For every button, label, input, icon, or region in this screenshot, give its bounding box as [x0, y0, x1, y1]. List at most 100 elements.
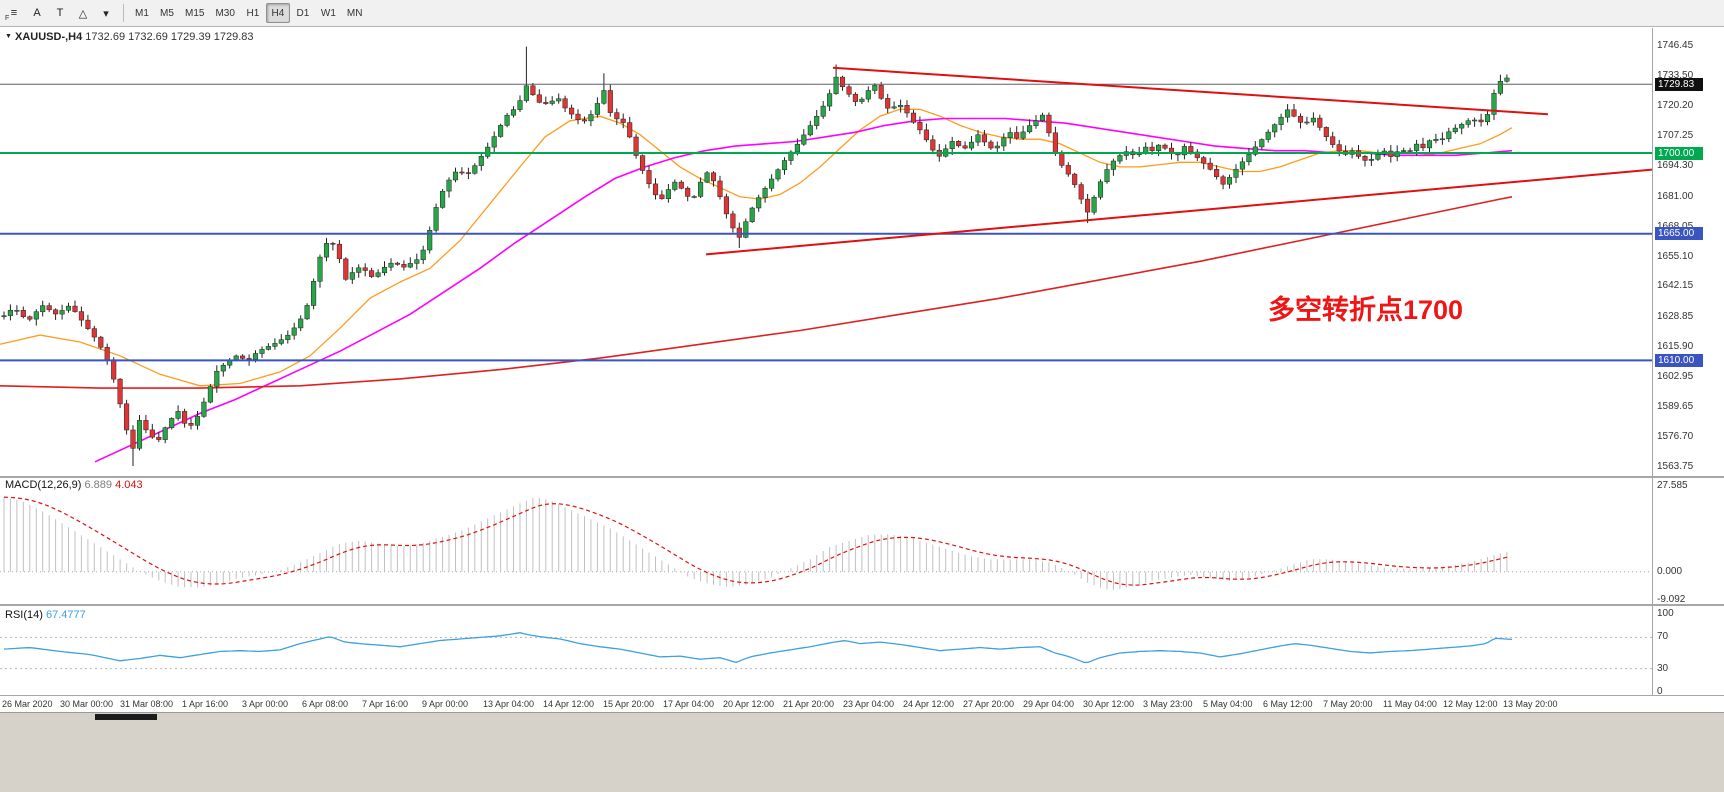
time-tick-label: 13 May 20:00 — [1503, 699, 1558, 709]
fibonacci-retracement-tool[interactable]: ≡ F — [5, 7, 18, 22]
rsi-line — [3, 632, 1513, 664]
rsi-name-label: RSI(14) — [5, 609, 43, 621]
text-label-tool[interactable]: T — [56, 7, 64, 19]
rsi-tick-label: 30 — [1657, 662, 1669, 674]
time-tick-label: 20 Apr 12:00 — [723, 699, 775, 709]
time-tick-label: 29 Apr 04:00 — [1023, 699, 1075, 709]
hline-price-badge: 1700.00 — [1655, 146, 1703, 160]
time-tick-label: 23 Apr 04:00 — [843, 699, 895, 709]
time-axis-border — [0, 695, 1724, 696]
time-tick-label: 30 Apr 12:00 — [1083, 699, 1135, 709]
time-tick-label: 11 May 04:00 — [1383, 699, 1437, 709]
rsi-tick-label: 0 — [1657, 686, 1663, 697]
time-tick-label: 14 Apr 12:00 — [543, 699, 595, 709]
timeframe-button-h4[interactable]: H4 — [265, 3, 290, 23]
price-tick-label: 1707.25 — [1657, 130, 1694, 142]
price-tick-label: 1733.50 — [1657, 69, 1694, 81]
price-tick-label: 1681.00 — [1657, 190, 1694, 202]
text-tool[interactable]: A — [33, 7, 41, 19]
ascending-trendline[interactable] — [705, 168, 1653, 256]
macd-panel-separator[interactable] — [0, 476, 1724, 478]
moving-averages — [0, 108, 1513, 463]
timeframe-switcher: M1 M5 M15 M30 H1 H4 D1 W1 MN — [130, 3, 367, 23]
timeframe-button-m5[interactable]: M5 — [160, 7, 174, 19]
macd-signal-line — [3, 496, 1508, 586]
price-tick-label: 1668.05 — [1657, 220, 1694, 232]
drawing-tools: ≡ F A T △ ▾ — [3, 3, 117, 23]
toolbar: ≡ F A T △ ▾ M1 M5 M15 M30 H1 H4 D1 W1 MN — [0, 0, 1724, 27]
macd-name-label: MACD(12,26,9) — [5, 479, 82, 491]
time-tick-label: 24 Apr 12:00 — [903, 699, 955, 709]
price-tick-label: 1615.90 — [1657, 340, 1694, 352]
price-tick-label: 1589.65 — [1657, 401, 1694, 413]
time-tick-label: 9 Apr 00:00 — [422, 699, 469, 709]
time-tick-label: 6 May 12:00 — [1263, 699, 1313, 709]
time-tick-label: 30 Mar 00:00 — [60, 699, 114, 709]
rsi-label: RSI(14) 67.4777 — [5, 609, 86, 621]
price-tick-label: 1694.30 — [1657, 160, 1694, 172]
price-tick-label: 1628.85 — [1657, 310, 1694, 322]
time-tick-label: 7 May 20:00 — [1323, 699, 1373, 709]
time-tick-label: 5 May 04:00 — [1203, 699, 1253, 709]
time-tick-label: 7 Apr 16:00 — [362, 699, 409, 709]
shapes-tool[interactable]: △ — [78, 7, 88, 20]
rsi-panel-separator[interactable] — [0, 604, 1724, 606]
macd-tick-label: -9.092 — [1657, 594, 1686, 605]
price-scale-border — [1652, 28, 1653, 695]
time-tick-label: 21 Apr 20:00 — [783, 699, 835, 709]
current-price-badge: 1729.83 — [1655, 77, 1703, 91]
chart-annotation-text: 多空转折点1700 — [1268, 295, 1464, 325]
time-tick-label: 15 Apr 20:00 — [603, 699, 655, 709]
hline-price-badge: 1610.00 — [1655, 353, 1703, 367]
descending-trendline[interactable] — [832, 66, 1549, 116]
shapes-dropdown-caret[interactable]: ▾ — [103, 7, 109, 20]
rsi-plot — [0, 632, 1652, 670]
price-tick-label: 1576.70 — [1657, 431, 1694, 443]
price-tick-label: 1602.95 — [1657, 370, 1694, 382]
ma-fast-orange — [0, 108, 1513, 387]
time-tick-label: 26 Mar 2020 — [2, 699, 53, 709]
time-tick-label: 13 Apr 04:00 — [483, 699, 535, 709]
chart-ohlc-values: 1732.69 1732.69 1729.39 1729.83 — [85, 31, 254, 43]
time-tick-label: 3 Apr 00:00 — [242, 699, 289, 709]
macd-tick-label: 0.000 — [1657, 565, 1683, 577]
time-tick-label: 3 May 23:00 — [1143, 699, 1193, 709]
chart-symbol-label: XAUUSD-,H4 — [15, 31, 83, 43]
time-tick-label: 27 Apr 20:00 — [963, 699, 1015, 709]
time-tick-label: 17 Apr 04:00 — [663, 699, 715, 709]
line-objects — [0, 66, 1653, 362]
time-tick-label: 12 May 12:00 — [1443, 699, 1498, 709]
time-tick-label: 6 Apr 08:00 — [302, 699, 349, 709]
macd-plot — [0, 496, 1652, 590]
hline-price-badge: 1665.00 — [1655, 227, 1703, 241]
price-tick-label: 1720.20 — [1657, 100, 1694, 112]
price-tick-label: 1746.45 — [1657, 40, 1694, 51]
timeframe-button-w1[interactable]: W1 — [320, 7, 336, 19]
chart-marker-icon: ▼ — [5, 33, 12, 40]
toolbar-separator — [123, 4, 124, 22]
time-tick-label: 1 Apr 16:00 — [182, 699, 229, 709]
rsi-tick-label: 100 — [1657, 608, 1674, 619]
price-tick-label: 1642.15 — [1657, 280, 1694, 292]
bottom-bar — [0, 712, 1724, 792]
timeframe-button-mn[interactable]: MN — [346, 7, 363, 19]
timeframe-button-m15[interactable]: M15 — [185, 7, 205, 19]
macd-tick-label: 27.585 — [1657, 480, 1688, 491]
macd-label: MACD(12,26,9) 6.889 4.043 — [5, 479, 143, 491]
macd-main-value: 6.889 — [84, 479, 113, 491]
timeframe-button-m1[interactable]: M1 — [135, 7, 149, 19]
macd-signal-value: 4.043 — [115, 479, 143, 491]
chart-title: ▼ XAUUSD-,H4 1732.69 1732.69 1729.39 172… — [5, 31, 254, 43]
rsi-current-value: 67.4777 — [45, 609, 86, 621]
time-tick-label: 31 Mar 08:00 — [120, 699, 174, 709]
rsi-tick-label: 70 — [1657, 631, 1669, 643]
hscrollbar-thumb[interactable] — [95, 714, 157, 720]
timeframe-button-d1[interactable]: D1 — [296, 7, 310, 19]
ma-mid-magenta — [94, 117, 1513, 463]
fibonacci-retracement-tool-sub-glyph: F — [5, 15, 10, 22]
price-tick-label: 1563.75 — [1657, 461, 1694, 472]
timeframe-button-h1[interactable]: H1 — [246, 7, 260, 19]
timeframe-button-m30[interactable]: M30 — [215, 7, 235, 19]
